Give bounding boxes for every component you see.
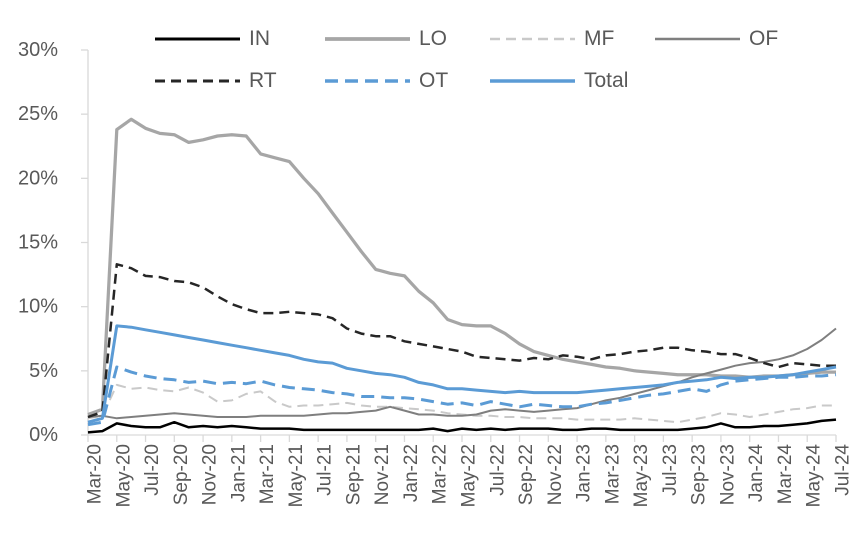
- x-axis-label: Mar-24: [775, 444, 796, 505]
- legend-label: LO: [419, 27, 448, 50]
- legend-line-swatch: [155, 26, 240, 52]
- legend-label: IN: [249, 27, 270, 50]
- x-axis-label: May-21: [286, 444, 307, 507]
- x-axis-label: Mar-21: [257, 444, 278, 504]
- series-line-mf: [87, 383, 836, 424]
- series-line-ot: [87, 365, 837, 427]
- x-axis-label: Mar-20: [85, 444, 106, 504]
- x-axis-label: Jul-20: [142, 444, 163, 496]
- series-line-in: [87, 418, 837, 434]
- x-axis-label: Jul-22: [487, 444, 508, 496]
- x-axis-label: May-24: [804, 444, 825, 508]
- legend-label: Total: [584, 69, 629, 92]
- x-axis-label: Jan-21: [228, 444, 249, 502]
- y-axis-label: 20%: [18, 167, 58, 189]
- x-axis-label: Mar-23: [602, 444, 623, 504]
- y-axis-label: 10%: [18, 296, 58, 318]
- x-axis-label: Sep-23: [689, 444, 710, 505]
- legend-line-swatch: [490, 26, 575, 52]
- series-line-rt: [87, 263, 836, 419]
- legend-line-swatch: [155, 68, 240, 94]
- x-axis-label: Jul-21: [315, 444, 336, 496]
- legend-line-swatch: [325, 68, 410, 94]
- series-line-total: [87, 324, 837, 424]
- y-axis-label: 5%: [29, 360, 58, 382]
- y-axis-label: 25%: [18, 103, 58, 125]
- x-axis-label: May-23: [631, 444, 652, 507]
- x-axis-label: Jan-23: [574, 444, 595, 502]
- legend-item-in: IN: [155, 26, 270, 52]
- x-axis-label: Jan-24: [746, 444, 767, 503]
- series-line-of: [87, 327, 837, 420]
- y-axis-label: 0%: [29, 424, 58, 446]
- legend-item-rt: RT: [155, 68, 277, 94]
- y-axis-label: 30%: [18, 39, 58, 61]
- x-axis-label: Sep-21: [343, 444, 364, 505]
- legend-label: OT: [419, 69, 449, 92]
- legend-item-total: Total: [490, 68, 628, 94]
- x-axis-label: Mar-22: [430, 444, 451, 504]
- legend-line-swatch: [655, 26, 740, 52]
- x-axis-label: Jul-24: [833, 444, 852, 496]
- series-line-lo: [87, 117, 836, 417]
- legend-line-swatch: [325, 26, 410, 52]
- x-axis-label: May-22: [459, 444, 480, 507]
- x-axis-label: Nov-23: [717, 444, 738, 505]
- x-axis-label: Nov-21: [372, 444, 393, 505]
- y-axis-label: 15%: [18, 232, 58, 254]
- legend-item-ot: OT: [325, 68, 448, 94]
- x-axis-label: Nov-22: [545, 444, 566, 505]
- legend-item-mf: MF: [490, 26, 614, 52]
- x-axis-label: Jan-22: [401, 444, 422, 502]
- legend-item-lo: LO: [325, 26, 447, 52]
- legend-label: RT: [249, 69, 277, 92]
- x-axis-label: Sep-22: [516, 444, 537, 505]
- x-axis-label: Nov-20: [200, 444, 221, 505]
- legend-line-swatch: [490, 68, 575, 94]
- x-axis-label: May-20: [113, 444, 134, 507]
- legend-item-of: OF: [655, 26, 778, 52]
- legend-label: OF: [749, 27, 779, 50]
- x-axis-label: Jul-23: [660, 444, 681, 496]
- legend-label: MF: [584, 27, 615, 50]
- x-axis-label: Sep-20: [171, 444, 192, 505]
